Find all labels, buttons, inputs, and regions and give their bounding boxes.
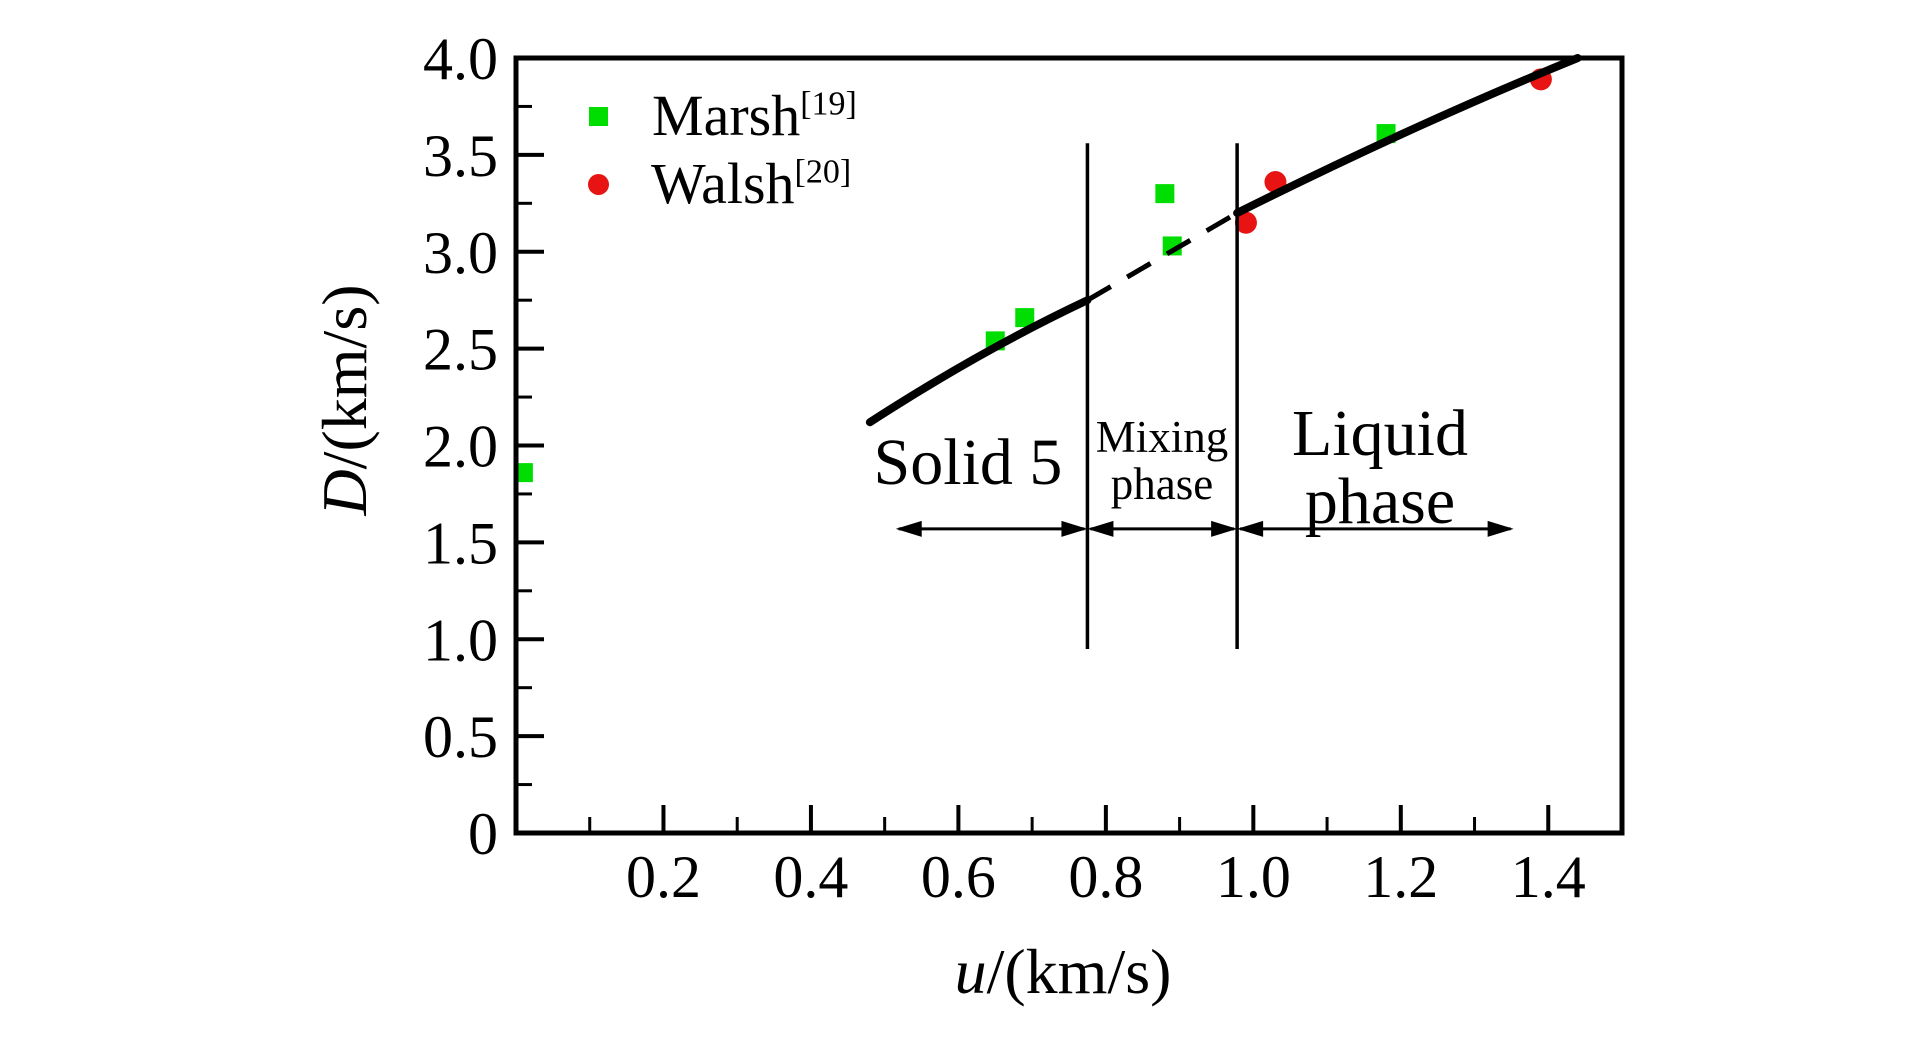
legend-walsh-citation: [20] (794, 153, 852, 191)
liquid-phase-label-line1: Liquid (1292, 397, 1468, 470)
region-arrow-2-left-arrowhead-icon (1087, 520, 1114, 537)
x-tick-label: 0.2 (626, 844, 701, 910)
x-tick-label: 0.8 (1068, 844, 1143, 910)
marsh-data-point (1155, 184, 1175, 204)
x-tick-label: 1.2 (1363, 844, 1438, 910)
x-tick-label: 0.4 (773, 844, 848, 910)
marsh-data-point (1015, 308, 1035, 328)
region-arrow-3-left-arrowhead-icon (1237, 520, 1264, 537)
y-tick-label: 0.5 (423, 704, 498, 770)
hugoniot-dashed-segment (1086, 210, 1239, 303)
y-tick-label: 2.0 (423, 414, 498, 480)
solid-phase-label: Solid 5 (874, 430, 1063, 496)
legend-item-walsh: Walsh[20] (560, 150, 857, 218)
x-axis-units: /(km/s) (986, 936, 1172, 1007)
liquid-phase-label-line2: phase (1304, 465, 1456, 538)
legend-label-walsh: Walsh[20] (651, 155, 851, 213)
legend-marsh-citation: [19] (800, 85, 857, 123)
y-tick-label: 4.0 (423, 26, 498, 92)
legend-item-marsh: Marsh[19] (560, 82, 857, 150)
legend-label-walsh-text: Walsh (651, 151, 795, 216)
marsh-data-point (513, 463, 533, 483)
region-arrow-3-right-arrowhead-icon (1487, 520, 1514, 537)
marsh-square-icon (589, 106, 608, 126)
region-arrow-1-left-arrowhead-icon (895, 520, 922, 537)
solid-phase-label-text: Solid 5 (873, 426, 1063, 499)
legend-label-marsh-text: Marsh (652, 83, 801, 148)
x-axis-variable: u (954, 936, 987, 1007)
x-tick-label: 0.6 (921, 844, 996, 910)
y-tick-label: 3.5 (423, 123, 498, 189)
x-tick-label: 1.4 (1511, 844, 1586, 910)
mixing-phase-label-line2: phase (1110, 459, 1214, 509)
walsh-data-point (1234, 211, 1257, 234)
legend: Marsh[19] Walsh[20] (560, 82, 857, 218)
y-tick-label: 1.0 (423, 607, 498, 673)
walsh-circle-icon (588, 173, 609, 195)
plot-border (513, 55, 1625, 836)
y-axis-units: /(km/s) (309, 284, 380, 470)
region-arrow-2-right-arrowhead-icon (1211, 520, 1238, 537)
legend-label-marsh: Marsh[19] (652, 87, 857, 145)
y-tick-label: 0 (468, 801, 498, 867)
x-tick-label: 1.0 (1216, 844, 1291, 910)
y-axis-variable: D (309, 469, 380, 516)
x-axis-title: u/(km/s) (955, 935, 1172, 1009)
y-tick-label: 2.5 (423, 317, 498, 383)
y-tick-label: 3.0 (423, 220, 498, 286)
y-axis-title: D/(km/s) (308, 284, 382, 515)
region-arrow-1-right-arrowhead-icon (1061, 520, 1088, 537)
mixing-phase-label: Mixing phase (1096, 414, 1229, 508)
hugoniot-solid-segment-1 (865, 296, 1092, 427)
mixing-phase-label-line1: Mixing (1095, 412, 1229, 462)
y-tick-label: 1.5 (423, 510, 498, 576)
hugoniot-solid-segment-2 (1233, 54, 1582, 217)
liquid-phase-label: Liquid phase (1292, 400, 1468, 536)
